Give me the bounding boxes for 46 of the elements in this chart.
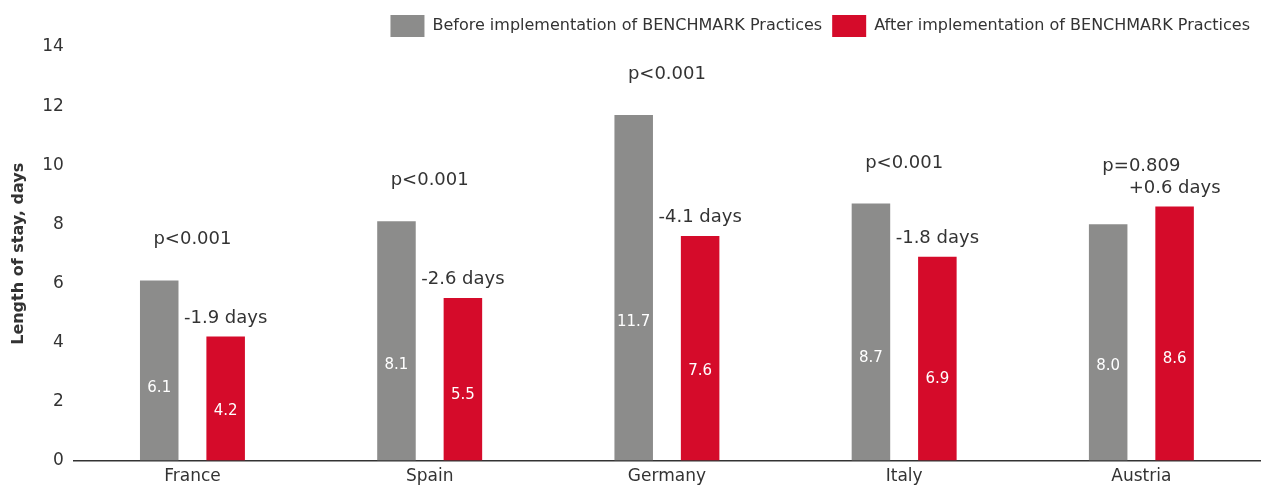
legend-label: Before implementation of BENCHMARK Practices [432, 15, 823, 35]
bar [918, 256, 957, 461]
annotation: +0.6 days [1128, 175, 1221, 197]
y-tick-label: 12 [42, 94, 64, 115]
data-label: 4.2 [213, 400, 238, 419]
annotation: p<0.001 [153, 227, 232, 249]
bar [1155, 206, 1194, 461]
y-tick-label: 4 [53, 330, 64, 351]
bar [206, 336, 245, 461]
data-label: 8.6 [1162, 348, 1187, 367]
bar [851, 203, 891, 461]
bar [443, 298, 483, 461]
annotation: p<0.001 [627, 61, 706, 83]
annotation: -1.8 days [895, 225, 980, 247]
y-tick-label: 14 [42, 35, 64, 56]
annotation: p<0.001 [390, 168, 469, 190]
y-tick-label: 2 [53, 389, 64, 410]
y-axis-title: Length of stay, days [7, 162, 27, 345]
y-tick-label: 6 [53, 271, 64, 292]
bar [614, 114, 653, 461]
x-tick-label: Austria [1111, 465, 1172, 486]
annotation: -1.9 days [183, 305, 268, 327]
bar [680, 236, 720, 461]
x-tick-label: Germany [627, 465, 706, 486]
y-tick-label: 8 [53, 212, 64, 233]
data-label: 7.6 [688, 360, 713, 379]
x-tick-label: France [164, 465, 221, 486]
x-tick-label: Spain [405, 465, 454, 486]
annotation: -2.6 days [421, 267, 505, 289]
x-tick-label: Italy [885, 465, 923, 486]
data-label: 8.0 [1096, 355, 1121, 374]
legend-label: After implementation of BENCHMARK Practices [874, 15, 1251, 35]
y-tick-label: 10 [42, 153, 64, 174]
annotation: p=0.809 [1102, 153, 1181, 175]
annotation: -4.1 days [658, 205, 742, 227]
data-label: 8.7 [859, 347, 883, 366]
data-label: 8.1 [384, 354, 409, 373]
data-label: 6.9 [925, 368, 950, 387]
data-label: 6.1 [147, 378, 172, 397]
data-label: 5.5 [450, 385, 475, 404]
bar [139, 280, 179, 461]
bar [377, 221, 416, 461]
data-label: 11.7 [617, 312, 651, 331]
y-tick-label: 0 [53, 449, 64, 470]
bar [1088, 224, 1128, 461]
annotation: p<0.001 [865, 150, 944, 172]
